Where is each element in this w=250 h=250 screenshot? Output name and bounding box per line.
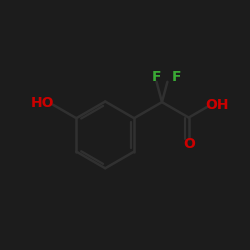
Text: F: F <box>171 70 181 85</box>
Text: F: F <box>152 70 161 85</box>
Text: HO: HO <box>31 96 54 110</box>
Text: O: O <box>183 137 195 151</box>
Text: OH: OH <box>206 98 229 112</box>
